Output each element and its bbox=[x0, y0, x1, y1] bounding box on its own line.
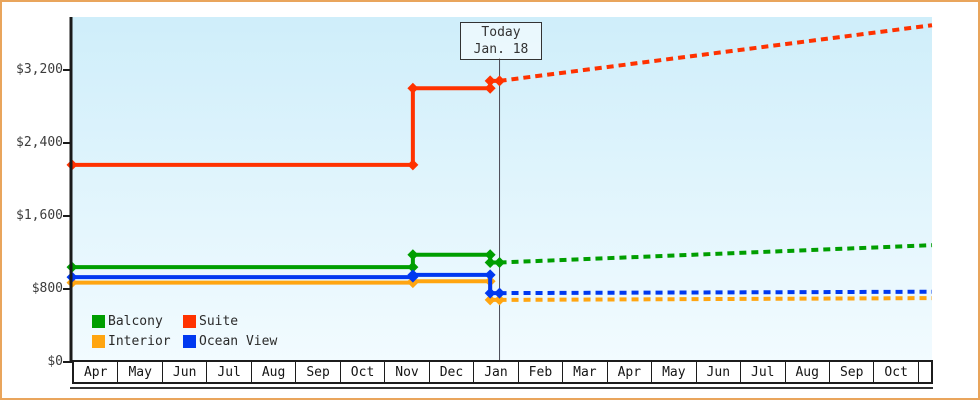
data-point-marker-ocean-view bbox=[407, 269, 419, 281]
data-point-marker-balcony bbox=[407, 261, 419, 273]
legend-swatch-icon bbox=[92, 314, 105, 328]
legend-item-balcony: Balcony bbox=[92, 311, 183, 331]
legend-swatch-icon bbox=[183, 334, 196, 348]
data-point-marker-suite bbox=[407, 159, 419, 171]
series-projection-suite bbox=[499, 23, 933, 83]
x-axis-month-cell: Feb bbox=[519, 362, 564, 382]
legend-swatch-icon bbox=[92, 334, 105, 348]
data-point-marker-balcony bbox=[484, 249, 496, 261]
data-point-marker-suite bbox=[484, 75, 496, 87]
today-flag: Today Jan. 18 bbox=[460, 22, 542, 60]
series-projection-interior bbox=[499, 296, 933, 302]
series-projection-balcony bbox=[499, 243, 933, 265]
x-axis-month-cell: Jul bbox=[741, 362, 786, 382]
data-point-marker-interior bbox=[494, 294, 506, 306]
legend-label: Ocean View bbox=[199, 333, 278, 349]
y-axis-label: $3,200 bbox=[16, 61, 63, 77]
x-axis-month-cell: Apr bbox=[74, 362, 119, 382]
series-projection-ocean-view bbox=[499, 289, 933, 296]
x-axis-month-cell: Jul bbox=[207, 362, 252, 382]
legend-item-suite: Suite bbox=[183, 311, 277, 331]
x-axis-month-cell: Aug bbox=[786, 362, 830, 382]
today-date-label: Jan. 18 bbox=[473, 42, 529, 57]
x-axis-month-cell: Dec bbox=[430, 362, 475, 382]
x-axis-month-cell: Jun bbox=[163, 362, 208, 382]
legend-item-ocean-view: Ocean View bbox=[183, 331, 277, 351]
chart-legend: Balcony Suite Interior Ocean View bbox=[92, 311, 277, 351]
data-point-marker-suite bbox=[484, 82, 496, 94]
x-axis-month-cell: Jun bbox=[697, 362, 742, 382]
y-axis-label: $1,600 bbox=[16, 207, 63, 223]
data-point-marker-suite bbox=[494, 75, 506, 87]
y-axis-label: $2,400 bbox=[16, 134, 63, 150]
y-axis-label: $0 bbox=[47, 354, 63, 369]
data-point-marker-balcony bbox=[494, 257, 506, 269]
plot-area bbox=[72, 17, 932, 362]
x-axis-month-cell: Jan bbox=[474, 362, 519, 382]
legend-label: Balcony bbox=[108, 313, 163, 329]
x-axis-month-row: Apr May Jun Jul Aug Sep Oct Nov Dec Jan Feb Mar Apr M… bbox=[72, 360, 933, 384]
legend-item-interior: Interior bbox=[92, 331, 183, 351]
x-axis-month-cell: Aug bbox=[252, 362, 297, 382]
x-axis-empty-cell bbox=[919, 362, 931, 382]
x-axis-month-cell: Sep bbox=[830, 362, 875, 382]
x-axis-underline bbox=[70, 387, 933, 389]
data-point-marker-balcony bbox=[484, 257, 496, 269]
legend-swatch-icon bbox=[183, 314, 196, 328]
y-axis-label: $800 bbox=[31, 280, 63, 296]
x-axis-month-cell: Apr bbox=[608, 362, 653, 382]
x-axis-month-cell: Nov bbox=[385, 362, 430, 382]
x-axis-month-cell: Sep bbox=[296, 362, 341, 382]
data-point-marker-ocean-view bbox=[484, 287, 496, 299]
data-point-marker-suite bbox=[407, 82, 419, 94]
x-axis-month-cell: May bbox=[118, 362, 163, 382]
data-point-marker-interior bbox=[484, 294, 496, 306]
data-point-marker-ocean-view bbox=[494, 287, 506, 299]
data-point-marker-balcony bbox=[407, 249, 419, 261]
x-axis-month-cell: May bbox=[652, 362, 697, 382]
x-axis-month-cell: Mar bbox=[563, 362, 608, 382]
legend-label: Interior bbox=[108, 333, 171, 349]
legend-label: Suite bbox=[199, 313, 239, 329]
today-label: Today bbox=[481, 25, 521, 40]
data-point-marker-ocean-view bbox=[484, 269, 496, 281]
x-axis-month-cell: Oct bbox=[874, 362, 919, 382]
x-axis-month-cell: Oct bbox=[341, 362, 386, 382]
